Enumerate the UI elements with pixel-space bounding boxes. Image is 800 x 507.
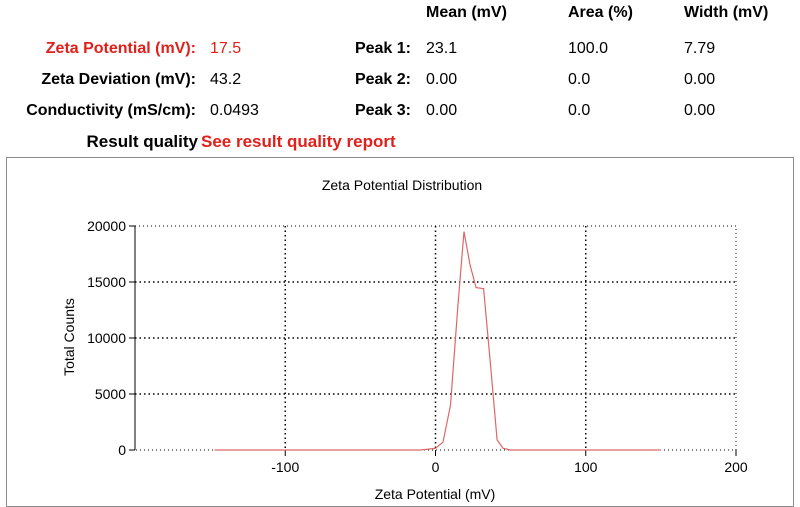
peak-3-width: 0.00: [684, 102, 716, 119]
result-quality-report-link[interactable]: See result quality report: [201, 132, 396, 151]
conductivity-value: 0.0493: [210, 102, 259, 119]
zeta-potential-label: Zeta Potential (mV):: [45, 40, 196, 57]
chart-canvas: Zeta Potential Distribution Zeta Potenti…: [61, 177, 748, 502]
y-tick-label: 5000: [95, 386, 126, 402]
chart-title: Zeta Potential Distribution: [322, 177, 482, 193]
series-line: [214, 231, 661, 451]
x-tick-label: 100: [574, 459, 598, 475]
peak-2-area: 0.0: [568, 71, 591, 88]
y-axis-label: Total Counts: [61, 298, 77, 376]
zeta-potential-value: 17.5: [210, 40, 242, 57]
y-tick-label: 0: [118, 442, 126, 458]
x-tick-label: 0: [432, 459, 440, 475]
x-tick-label: 200: [724, 459, 748, 475]
y-tick-label: 20000: [87, 218, 126, 234]
result-quality-label: Result quality: [86, 132, 198, 151]
conductivity-label: Conductivity (mS/cm):: [26, 102, 196, 119]
zeta-deviation-label: Zeta Deviation (mV):: [41, 71, 196, 88]
peak-2-width: 0.00: [684, 71, 716, 88]
y-tick-label: 15000: [87, 274, 126, 290]
peak-3-mean: 0.00: [426, 102, 458, 119]
col-header-width: Width (mV): [684, 4, 769, 21]
peak-3-area: 0.0: [568, 102, 591, 119]
col-header-area: Area (%): [568, 4, 633, 21]
col-header-mean: Mean (mV): [426, 4, 507, 21]
peak-1-width: 7.79: [684, 40, 716, 57]
zeta-distribution-chart: Zeta Potential Distribution Zeta Potenti…: [6, 157, 794, 507]
peak-1-label: Peak 1:: [354, 40, 411, 57]
zeta-deviation-value: 43.2: [210, 71, 242, 88]
y-tick-label: 10000: [87, 330, 126, 346]
peak-2-label: Peak 2:: [354, 71, 411, 88]
x-axis-label: Zeta Potential (mV): [375, 486, 496, 502]
peak-2-mean: 0.00: [426, 71, 458, 88]
peak-1-mean: 23.1: [426, 40, 458, 57]
x-tick-label: -100: [271, 459, 299, 475]
peak-1-area: 100.0: [568, 40, 609, 57]
peak-3-label: Peak 3:: [354, 102, 411, 119]
